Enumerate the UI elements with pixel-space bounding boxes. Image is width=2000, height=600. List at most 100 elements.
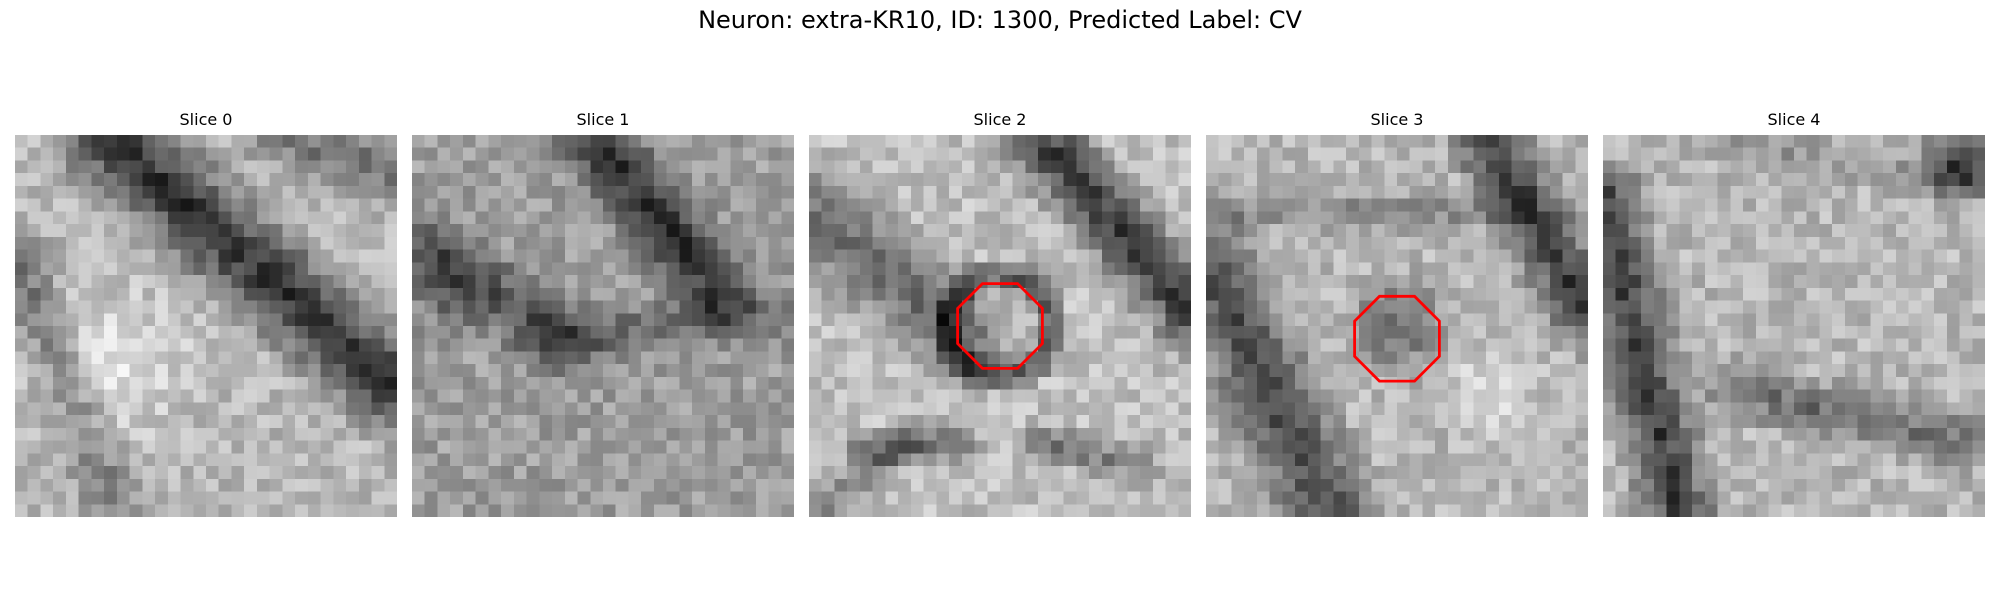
image-pixel [256, 389, 270, 403]
image-pixel [666, 313, 680, 327]
image-pixel [1549, 236, 1563, 250]
image-pixel [142, 415, 156, 429]
image-pixel [1244, 275, 1258, 289]
image-pixel [1641, 427, 1655, 441]
image-pixel [936, 198, 950, 212]
image-pixel [488, 504, 502, 517]
image-pixel [193, 389, 207, 403]
image-pixel [180, 287, 194, 301]
image-pixel [603, 326, 616, 339]
image-pixel [1358, 491, 1372, 505]
image-pixel [717, 478, 731, 492]
image-pixel [1460, 376, 1474, 390]
image-pixel [1641, 287, 1655, 301]
image-pixel [1384, 376, 1398, 390]
image-pixel [1409, 262, 1423, 276]
image-pixel [1371, 135, 1385, 148]
image-pixel [564, 287, 578, 301]
image-pixel [615, 351, 629, 365]
image-pixel [1346, 491, 1360, 505]
image-pixel [1114, 389, 1128, 403]
image-pixel [1025, 338, 1039, 352]
image-pixel [1537, 326, 1551, 339]
image-pixel [1038, 351, 1052, 365]
image-pixel [834, 364, 848, 378]
image-pixel [1486, 364, 1500, 378]
image-pixel [437, 249, 451, 263]
image-pixel [1346, 224, 1360, 238]
image-pixel [244, 338, 258, 352]
image-pixel [1231, 262, 1245, 276]
image-pixel [1704, 478, 1718, 492]
image-pixel [1883, 402, 1897, 416]
image-pixel [1870, 466, 1884, 480]
image-pixel [526, 173, 540, 187]
image-pixel [704, 249, 718, 263]
image-pixel [1447, 338, 1461, 352]
image-pixel [1000, 440, 1013, 454]
image-pixel [1768, 224, 1782, 238]
image-pixel [1050, 351, 1064, 365]
image-pixel [1076, 338, 1090, 352]
image-pixel [987, 249, 1001, 263]
image-pixel [1679, 262, 1693, 276]
image-pixel [552, 249, 566, 263]
image-pixel [666, 300, 680, 314]
image-pixel [974, 326, 988, 339]
image-pixel [358, 402, 372, 416]
image-pixel [244, 453, 258, 467]
image-pixel [1972, 389, 1985, 403]
image-pixel [1422, 147, 1436, 161]
image-pixel [564, 160, 578, 174]
image-pixel [1704, 211, 1718, 225]
image-pixel [1320, 198, 1334, 212]
image-pixel [412, 326, 425, 339]
image-pixel [564, 415, 578, 429]
image-pixel [1114, 275, 1128, 289]
image-pixel [384, 466, 397, 480]
image-pixel [1908, 262, 1922, 276]
image-pixel [167, 326, 181, 339]
image-pixel [1269, 249, 1283, 263]
image-pixel [1409, 415, 1423, 429]
image-pixel [142, 453, 156, 467]
image-pixel [755, 275, 769, 289]
image-pixel [1524, 402, 1538, 416]
image-pixel [590, 275, 604, 289]
image-pixel [1000, 249, 1013, 263]
image-pixel [552, 262, 566, 276]
image-pixel [936, 478, 950, 492]
image-pixel [1666, 453, 1680, 467]
image-pixel [1730, 262, 1744, 276]
image-pixel [1692, 287, 1706, 301]
image-pixel [104, 364, 118, 378]
image-pixel [1972, 185, 1985, 199]
image-pixel [539, 173, 553, 187]
image-pixel [180, 147, 194, 161]
image-pixel [679, 160, 693, 174]
image-pixel [1679, 249, 1693, 263]
image-pixel [1012, 211, 1026, 225]
image-pixel [1537, 364, 1551, 378]
image-pixel [142, 376, 156, 390]
image-pixel [475, 491, 489, 505]
image-pixel [1524, 376, 1538, 390]
image-pixel [1895, 224, 1909, 238]
image-pixel [1114, 351, 1128, 365]
image-pixel [206, 364, 219, 378]
slice-title: Slice 1 [576, 110, 630, 129]
image-pixel [218, 249, 232, 263]
image-pixel [1641, 249, 1655, 263]
image-pixel [1549, 224, 1563, 238]
image-pixel [269, 466, 283, 480]
image-pixel [1666, 427, 1680, 441]
image-pixel [1549, 466, 1563, 480]
image-pixel [333, 147, 347, 161]
image-pixel [1178, 351, 1191, 365]
image-pixel [462, 389, 476, 403]
image-pixel [412, 160, 425, 174]
image-pixel [526, 185, 540, 199]
image-pixel [116, 135, 130, 148]
image-pixel [1206, 504, 1219, 517]
image-pixel [1371, 160, 1385, 174]
